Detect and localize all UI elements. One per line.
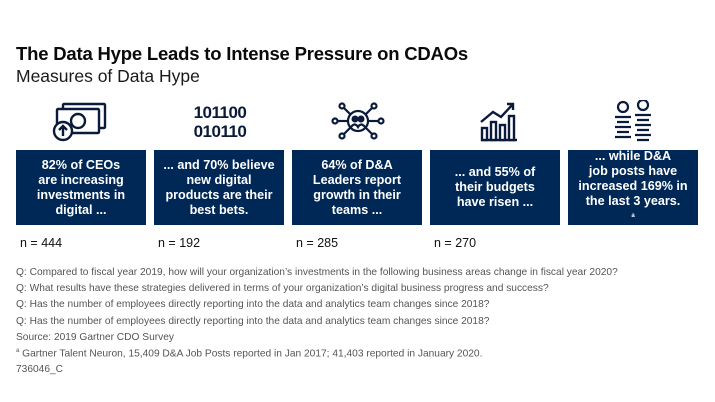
footnote: a Gartner Talent Neuron, 15,409 D&A Job …: [16, 348, 482, 359]
card-line-text: the last 3 years.: [585, 193, 681, 208]
card-line: Leaders report: [312, 172, 402, 187]
card-line: new digital: [186, 172, 252, 187]
card-line: ... while D&A: [594, 148, 672, 163]
sample-size: n = 444: [20, 236, 63, 250]
stat-card-budgets: ... and 55% of their budgets have risen …: [430, 150, 560, 225]
card-line: digital ...: [55, 202, 107, 217]
card-line: 64% of D&A: [321, 157, 393, 172]
survey-question: Q: Has the number of employees directly …: [16, 316, 490, 327]
card-line: investments in: [36, 187, 126, 202]
page-subtitle: Measures of Data Hype: [16, 66, 200, 86]
card-line: have risen ...: [456, 195, 534, 209]
sample-size: n = 192: [158, 236, 201, 250]
stat-card-job-posts: ... while D&A job posts have increased 1…: [568, 148, 698, 226]
card-line: their budgets: [455, 180, 535, 194]
card-line: products are their: [165, 187, 273, 202]
sample-size: n = 285: [296, 236, 339, 250]
footnote-marker: a: [631, 212, 635, 219]
card-line: increased 169% in: [578, 178, 688, 193]
survey-question: Q: Has the number of employees directly …: [16, 299, 490, 310]
card-line: job posts have: [588, 163, 678, 178]
card-line: growth in their: [313, 187, 401, 202]
card-line: teams ...: [331, 202, 383, 217]
svg-text:010110: 010110: [194, 122, 247, 141]
stat-card-digital-products: ... and 70% believe new digital products…: [154, 150, 284, 225]
card-line: are increasing: [38, 172, 124, 187]
sample-size: n = 270: [434, 236, 477, 250]
card-line: best bets.: [189, 202, 249, 217]
document-id: 736046_C: [16, 364, 64, 375]
team-network-icon: [328, 100, 388, 142]
job-candidates-icon: [605, 98, 665, 142]
card-line: ... and 55% of: [454, 165, 536, 179]
svg-text:101100: 101100: [194, 103, 247, 122]
page-title: The Data Hype Leads to Intense Pressure …: [16, 43, 468, 64]
survey-question: Q: What results have these strategies de…: [16, 283, 549, 294]
stat-card-ceo-investments: 82% of CEOs are increasing investments i…: [16, 150, 146, 225]
footnote-text: Gartner Talent Neuron, 15,409 D&A Job Po…: [19, 348, 483, 360]
card-line: ... and 70% believe: [163, 157, 275, 172]
footnote-marker: a: [16, 348, 20, 354]
card-line: the last 3 years. a: [578, 194, 687, 226]
survey-question: Q: Compared to fiscal year 2019, how wil…: [16, 267, 618, 278]
growth-chart-icon: [467, 100, 527, 142]
money-investment-icon: [51, 100, 111, 142]
stat-card-team-growth: 64% of D&A Leaders report growth in thei…: [292, 150, 422, 225]
binary-code-icon: 101100 010110: [190, 100, 250, 142]
source-note: Source: 2019 Gartner CDO Survey: [16, 332, 174, 343]
card-line: 82% of CEOs: [41, 157, 121, 172]
